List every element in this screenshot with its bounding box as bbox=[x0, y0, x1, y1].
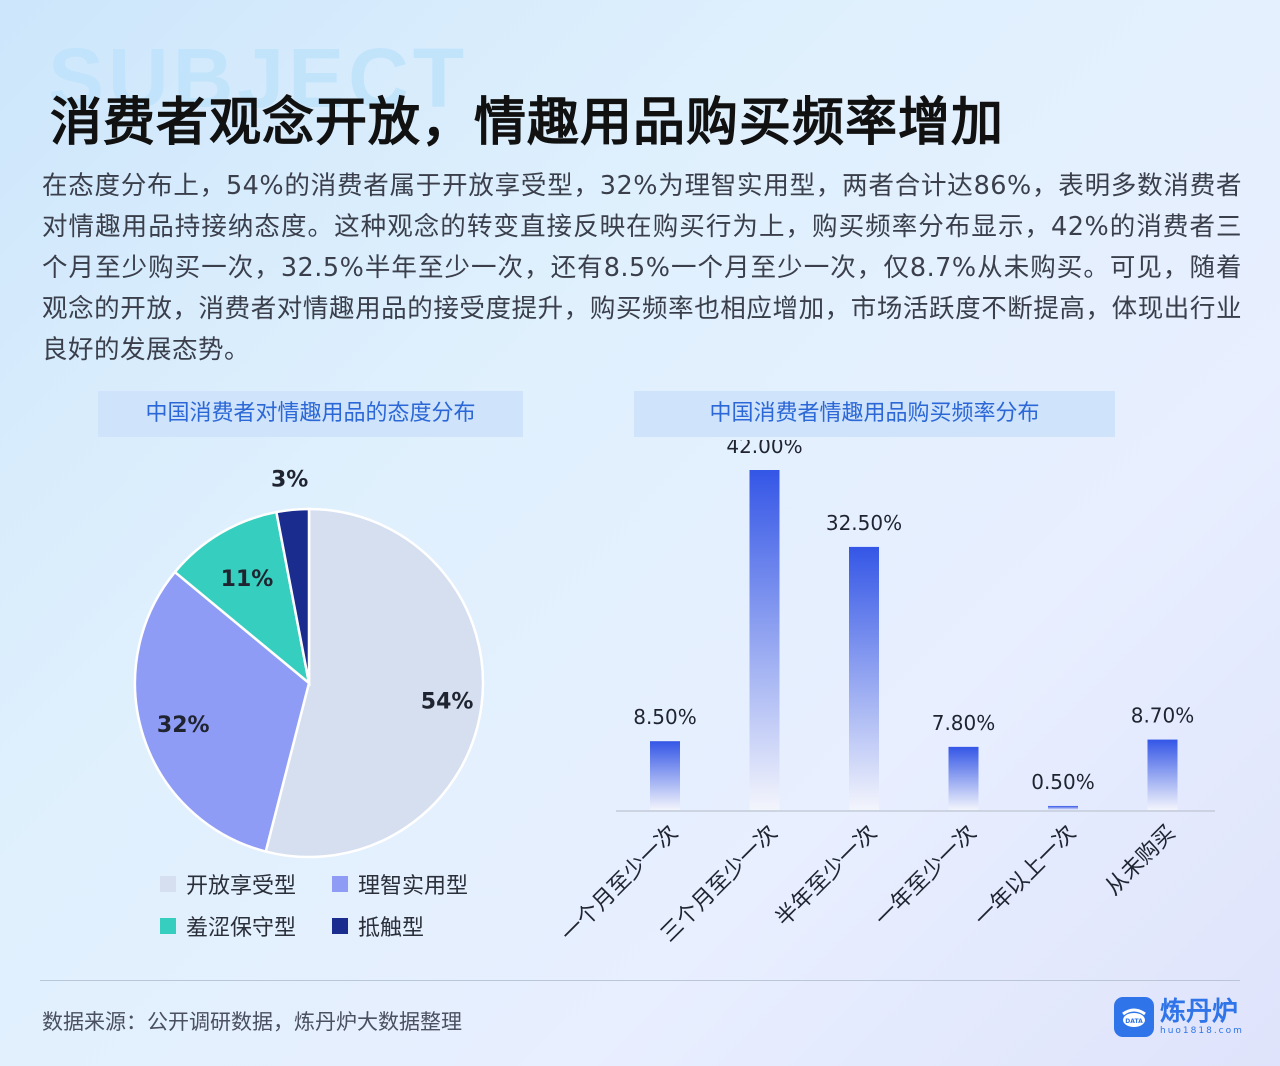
footer-divider bbox=[40, 980, 1240, 981]
bar-value-label: 8.50% bbox=[633, 705, 697, 729]
legend-label: 理智实用型 bbox=[358, 874, 469, 899]
pie-slice bbox=[264, 507, 485, 859]
data-source-note: 数据来源：公开调研数据，炼丹炉大数据整理 bbox=[42, 1010, 462, 1034]
summary-paragraph: 在态度分布上，54%的消费者属于开放享受型，32%为理智实用型，两者合计达86%… bbox=[42, 171, 1242, 365]
bar bbox=[1048, 805, 1078, 810]
attitude-pie-chart: 54% 32% 11% 3% bbox=[133, 468, 485, 859]
pie-slice-label: 32% bbox=[157, 713, 210, 738]
legend-swatch bbox=[332, 876, 348, 892]
legend-item-resistant: 抵触型 bbox=[332, 910, 424, 942]
bar bbox=[849, 546, 879, 810]
bar-value-label: 7.80% bbox=[932, 711, 996, 735]
legend-item-open: 开放享受型 bbox=[160, 868, 296, 900]
bar-value-label: 8.70% bbox=[1131, 704, 1195, 728]
legend-item-rational: 理智实用型 bbox=[332, 868, 468, 900]
bar bbox=[948, 746, 979, 810]
bar-value-label: 0.50% bbox=[1031, 770, 1095, 794]
watermark-text: SUBJECT bbox=[48, 31, 469, 125]
x-tick-label: 一年以上一次 bbox=[970, 821, 1081, 932]
logo-mark-text: DATA bbox=[1125, 1018, 1143, 1025]
legend-label: 开放享受型 bbox=[186, 874, 297, 899]
legend-item-shy: 羞涩保守型 bbox=[160, 910, 296, 942]
bar-value-label: 32.50% bbox=[826, 511, 902, 535]
legend-label: 抵触型 bbox=[358, 916, 425, 941]
pie-slice bbox=[133, 570, 311, 854]
pie-slice bbox=[173, 510, 311, 687]
legend-swatch bbox=[160, 876, 176, 892]
bar bbox=[1147, 739, 1178, 810]
bar bbox=[650, 741, 680, 810]
x-tick-label: 半年至少一次 bbox=[771, 821, 882, 932]
legend-swatch bbox=[332, 918, 348, 934]
pie-slice bbox=[274, 507, 311, 684]
bar-value-label: 42.00% bbox=[726, 440, 802, 458]
brand-logo: DATA 炼丹炉 huo1818.com bbox=[1114, 997, 1244, 1037]
x-tick-label: 一年至少一次 bbox=[871, 821, 982, 932]
pie-slice-label: 3% bbox=[271, 468, 308, 493]
pie-chart-title: 中国消费者对情趣用品的态度分布 bbox=[98, 391, 523, 437]
legend-swatch bbox=[160, 918, 176, 934]
x-tick-label: 从未购买 bbox=[1101, 821, 1181, 901]
page-title: 消费者观念开放，情趣用品购买频率增加 bbox=[50, 93, 1005, 153]
logo-icon: DATA bbox=[1114, 997, 1154, 1037]
bar-chart-title: 中国消费者情趣用品购买频率分布 bbox=[634, 391, 1115, 437]
bar bbox=[749, 470, 780, 810]
logo-url: huo1818.com bbox=[1160, 1026, 1244, 1036]
logo-name: 炼丹炉 bbox=[1160, 997, 1239, 1027]
pie-slice-label: 54% bbox=[421, 689, 474, 714]
pie-slice-label: 11% bbox=[221, 567, 274, 592]
legend-label: 羞涩保守型 bbox=[186, 916, 297, 941]
purchase-frequency-bar-chart: 8.50%一个月至少一次42.00%三个月至少一次32.50%半年至少一次7.8… bbox=[560, 440, 1215, 947]
